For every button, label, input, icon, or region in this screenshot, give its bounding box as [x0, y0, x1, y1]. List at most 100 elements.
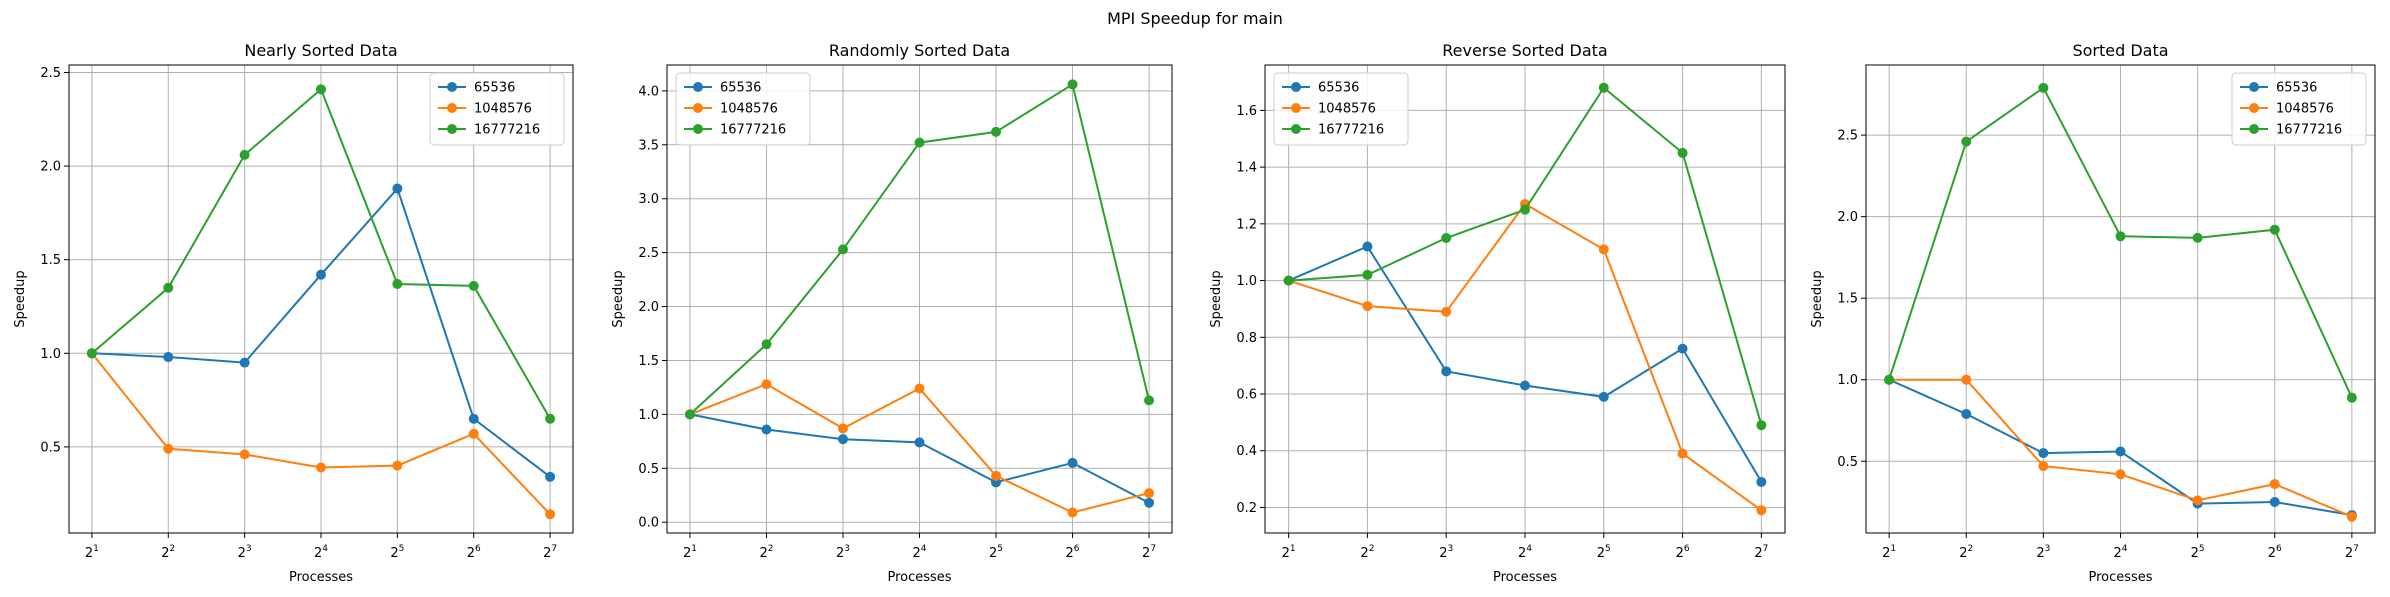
legend-label: 65536 [1318, 81, 1359, 96]
data-point [239, 357, 250, 368]
data-point [837, 423, 848, 434]
data-point [1677, 147, 1688, 158]
x-axis-label: Processes [1493, 570, 1557, 585]
data-point [2269, 497, 2280, 508]
x-tick-label: 21 [85, 544, 99, 561]
x-tick-label: 22 [759, 544, 773, 561]
data-point [316, 462, 326, 473]
subplot-4: 21 22 23 24 25 26 27 0.5 1.0 1.5 2.0 2.5 Sorted Data… [1810, 41, 2376, 585]
x-tick-label: 21 [1282, 544, 1296, 561]
data-point [2346, 392, 2357, 403]
data-point [761, 339, 772, 350]
y-tick-label: 2.5 [1837, 129, 1858, 144]
y-tick-label: 1.5 [638, 354, 659, 369]
data-point [392, 183, 403, 194]
data-point [545, 413, 556, 424]
x-tick-label: 21 [683, 544, 697, 561]
data-point [163, 352, 174, 363]
data-point [1362, 269, 1373, 280]
legend-label: 65536 [474, 81, 515, 96]
data-point [914, 437, 925, 448]
legend-label: 1048576 [474, 102, 532, 117]
legend-label: 16777216 [1318, 123, 1384, 138]
data-point [1144, 488, 1155, 499]
y-axis-label: Speedup [1810, 270, 1825, 327]
y-tick-label: 0.2 [1236, 501, 1257, 516]
data-point [1756, 420, 1767, 431]
x-tick-label: 22 [1360, 544, 1374, 561]
legend: 65536 1048576 16777216 [1273, 72, 1409, 146]
x-axis-label: Processes [289, 570, 353, 585]
y-tick-label: 1.5 [40, 253, 61, 268]
data-point [2115, 469, 2126, 480]
data-point [86, 348, 97, 359]
x-tick-label: 24 [2113, 544, 2127, 561]
subplot-title: Nearly Sorted Data [244, 41, 397, 60]
x-tick-label: 25 [2191, 544, 2205, 561]
y-tick-label: 3.5 [638, 138, 659, 153]
y-tick-label: 1.0 [1236, 274, 1257, 289]
y-tick-label: 1.6 [1236, 104, 1257, 119]
y-tick-label: 0.5 [638, 462, 659, 477]
data-point [761, 379, 772, 390]
legend: 65536 1048576 16777216 [675, 72, 811, 146]
x-tick-label: 24 [314, 544, 328, 561]
data-point [2115, 231, 2126, 242]
y-tick-label: 0.0 [638, 516, 659, 531]
y-tick-label: 2.0 [638, 300, 659, 315]
legend-marker [1291, 103, 1301, 113]
legend-label: 16777216 [720, 123, 786, 138]
subplot-title: Randomly Sorted Data [829, 41, 1010, 60]
data-point [392, 460, 403, 471]
data-point [1961, 408, 1972, 419]
data-point [545, 471, 556, 482]
legend-label: 1048576 [1318, 102, 1376, 117]
x-tick-label: 26 [467, 544, 481, 561]
data-point [1067, 457, 1078, 468]
legend-label: 1048576 [720, 102, 778, 117]
data-point [1756, 476, 1767, 487]
subplot-1: 21 22 23 24 25 26 27 0.5 1.0 1.5 2.0 2.5 Nearly Sort… [13, 41, 574, 585]
x-tick-label: 21 [1882, 544, 1896, 561]
data-point [2192, 232, 2203, 243]
data-point [1520, 204, 1530, 215]
data-point [468, 413, 479, 424]
data-point [1144, 395, 1155, 406]
data-point [1283, 275, 1294, 286]
data-point [163, 443, 174, 454]
legend-label: 65536 [2276, 81, 2317, 96]
subplot-title: Reverse Sorted Data [1442, 41, 1607, 60]
data-point [316, 84, 326, 95]
data-point [1598, 244, 1609, 255]
data-point [991, 470, 1002, 481]
x-tick-label: 26 [2268, 544, 2282, 561]
legend-marker [447, 82, 457, 92]
y-tick-label: 2.0 [1837, 210, 1858, 225]
y-tick-label: 0.5 [40, 440, 61, 455]
data-point [1441, 366, 1452, 377]
y-tick-label: 1.2 [1236, 217, 1257, 232]
legend-marker [447, 124, 457, 134]
x-tick-label: 25 [1597, 544, 1611, 561]
x-tick-label: 27 [2345, 544, 2359, 561]
data-point [2346, 511, 2357, 522]
y-axis-label: Speedup [611, 270, 626, 327]
data-point [1677, 343, 1688, 354]
subplot-3: 21 22 23 24 25 26 27 0.2 0.4 0.6 0.8 1.0 1.2 1.4 1.6 Re… [1209, 41, 1786, 585]
data-point [2269, 479, 2280, 490]
data-point [1598, 391, 1609, 402]
legend-marker [2249, 124, 2259, 134]
data-point [316, 269, 326, 280]
x-tick-label: 23 [836, 544, 850, 561]
legend-marker [2249, 82, 2259, 92]
legend-label: 65536 [720, 81, 761, 96]
x-tick-label: 27 [1754, 544, 1768, 561]
data-point [684, 409, 695, 420]
data-point [545, 509, 556, 520]
x-axis-label: Processes [887, 570, 951, 585]
x-tick-label: 26 [1676, 544, 1690, 561]
legend-marker [447, 103, 457, 113]
legend-marker [693, 82, 703, 92]
